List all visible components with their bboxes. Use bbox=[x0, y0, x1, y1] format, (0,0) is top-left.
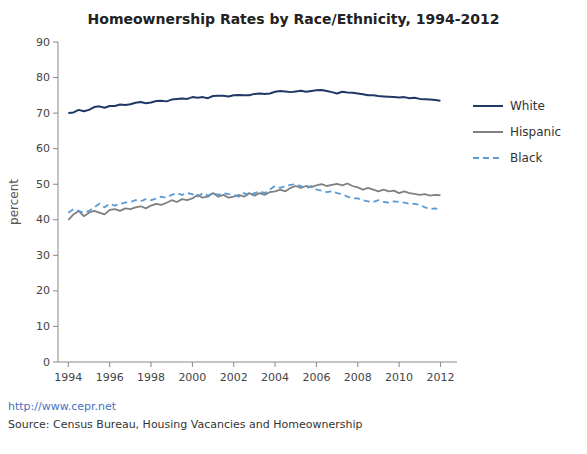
legend-swatch bbox=[473, 131, 503, 133]
y-tick bbox=[53, 290, 58, 291]
x-tick-label: 1996 bbox=[96, 371, 124, 384]
y-tick bbox=[53, 77, 58, 78]
y-tick-label: 70 bbox=[36, 107, 50, 120]
annotation: http://www.cepr.net bbox=[8, 400, 117, 413]
x-tick-label: 2000 bbox=[178, 371, 206, 384]
plot-area bbox=[68, 90, 440, 220]
legend-swatch bbox=[473, 105, 503, 107]
series-line bbox=[68, 184, 440, 220]
title: Homeownership Rates by Race/Ethnicity, 1… bbox=[88, 11, 500, 27]
y-tick-label: 90 bbox=[36, 36, 50, 49]
series-line bbox=[68, 90, 440, 113]
legend: White Hispanic Black bbox=[473, 99, 561, 165]
x-tick bbox=[68, 362, 69, 367]
x-axis-line bbox=[58, 362, 457, 363]
x-tick-label: 2006 bbox=[302, 371, 330, 384]
y-tick-label: 60 bbox=[36, 142, 50, 155]
y-tick bbox=[53, 184, 58, 185]
y-tick-label: 40 bbox=[36, 213, 50, 226]
y-tick bbox=[53, 219, 58, 220]
x-tick bbox=[233, 362, 234, 367]
annotation: Source: Census Bureau, Housing Vacancies… bbox=[8, 418, 363, 431]
chart: Homeownership Rates by Race/Ethnicity, 1… bbox=[0, 0, 587, 454]
legend-label: White bbox=[510, 99, 545, 113]
legend-label: Black bbox=[510, 151, 543, 165]
background bbox=[0, 0, 587, 454]
y-tick-label: 10 bbox=[36, 320, 50, 333]
x-tick-label: 1998 bbox=[137, 371, 165, 384]
y-tick-label: 0 bbox=[43, 356, 50, 369]
x-tick-label: 2002 bbox=[220, 371, 248, 384]
y-tick-label: 80 bbox=[36, 71, 50, 84]
x-tick-label: 1994 bbox=[54, 371, 82, 384]
y-tick bbox=[53, 113, 58, 114]
y-tick bbox=[53, 362, 58, 363]
x-tick bbox=[357, 362, 358, 367]
y-tick bbox=[53, 148, 58, 149]
x-tick-label: 2012 bbox=[426, 371, 454, 384]
x-tick bbox=[192, 362, 193, 367]
x-tick bbox=[109, 362, 110, 367]
y-tick-label: 20 bbox=[36, 284, 50, 297]
series-line bbox=[68, 184, 440, 212]
x-tick-label: 2008 bbox=[344, 371, 372, 384]
y-axis-line bbox=[58, 42, 59, 362]
legend-swatch bbox=[473, 157, 503, 159]
x-tick-label: 2010 bbox=[385, 371, 413, 384]
x-tick bbox=[399, 362, 400, 367]
x-tick bbox=[440, 362, 441, 367]
y-tick bbox=[53, 326, 58, 327]
y-tick-label: 50 bbox=[36, 178, 50, 191]
y-tick-label: 30 bbox=[36, 249, 50, 262]
legend-label: Hispanic bbox=[510, 125, 561, 139]
y-axis-label: percent bbox=[7, 179, 21, 225]
y-tick bbox=[53, 42, 58, 43]
x-tick bbox=[275, 362, 276, 367]
y-tick bbox=[53, 255, 58, 256]
x-tick bbox=[316, 362, 317, 367]
x-tick-label: 2004 bbox=[261, 371, 289, 384]
x-tick bbox=[151, 362, 152, 367]
